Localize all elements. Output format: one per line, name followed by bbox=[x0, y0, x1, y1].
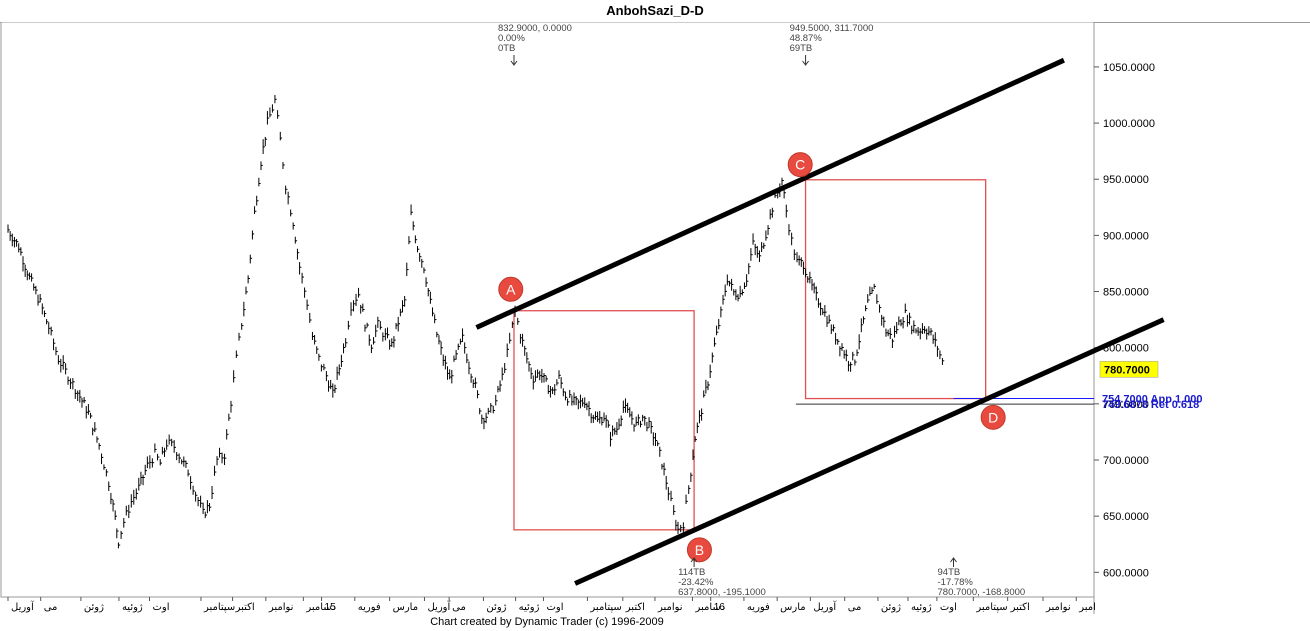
y-tick-label: 1050.0000 bbox=[1103, 62, 1155, 74]
annotation-text: 780.7000, -168.8000 bbox=[938, 587, 1026, 598]
x-tick-label: امبر bbox=[1078, 602, 1096, 613]
y-axis: 1050.0000 1000.0000 950.0000 900.0000 850.00… bbox=[1094, 62, 1155, 579]
plot-frame bbox=[0, 22, 1095, 598]
annotation-text: -23.42% bbox=[678, 577, 714, 588]
wave-point-marker bbox=[980, 404, 1006, 430]
wave-point-marker bbox=[498, 276, 524, 302]
annotation-text: 114TB bbox=[678, 567, 705, 578]
chart-canvas: 1050.0000 1000.0000 950.0000 900.0000 850.00… bbox=[0, 22, 1203, 614]
last-price-label: 780.7000 bbox=[1104, 364, 1150, 376]
y-tick-label: 600.0000 bbox=[1103, 567, 1149, 579]
x-tick-label: اکتبر bbox=[1010, 602, 1030, 613]
annotation-arrowhead bbox=[690, 557, 698, 563]
x-tick-label: سپتامبر bbox=[975, 602, 1007, 613]
wave-points: A B C D bbox=[498, 152, 1006, 563]
x-tick-label: دسامبر bbox=[305, 602, 336, 613]
trendline bbox=[574, 317, 1165, 586]
x-tick-label: نوامبر bbox=[268, 602, 294, 613]
annotation-text: 637.8000, -195.1000 bbox=[678, 587, 766, 598]
wave-point-label: D bbox=[988, 409, 998, 425]
trendline bbox=[475, 57, 1065, 330]
annotation-text: 48.87% bbox=[790, 33, 823, 44]
price-series bbox=[7, 94, 945, 549]
y-tick-label: 700.0000 bbox=[1103, 455, 1149, 467]
y-tick-label: 650.0000 bbox=[1103, 511, 1149, 523]
annotation-arrowhead bbox=[950, 557, 957, 563]
y-tick-label: 900.0000 bbox=[1103, 230, 1149, 242]
x-tick-label: آوریل bbox=[427, 600, 451, 613]
y-tick-label: 1000.0000 bbox=[1103, 118, 1155, 130]
annotation-text: 0TB bbox=[498, 43, 515, 54]
annotation-text: 94TB bbox=[938, 567, 961, 578]
wave-point-label: C bbox=[795, 157, 805, 173]
x-tick-label: اکتبر bbox=[625, 602, 645, 613]
x-tick-label: ژوئیه bbox=[122, 602, 143, 613]
x-tick-label: 16 bbox=[714, 602, 726, 613]
range-boxes bbox=[513, 179, 987, 531]
level-label: 754.7000 App 1.000 bbox=[1102, 394, 1203, 406]
x-tick-label: اوت bbox=[940, 602, 957, 613]
wave-point-marker bbox=[686, 537, 712, 563]
x-tick-label: نوامبر bbox=[1045, 602, 1071, 613]
x-tick-label: می bbox=[848, 602, 862, 613]
x-tick-label: فوریه bbox=[747, 602, 770, 613]
range-box bbox=[513, 310, 695, 531]
last-price-box bbox=[1099, 361, 1159, 378]
x-tick-label: مارس bbox=[393, 602, 418, 613]
x-tick-label: اوت bbox=[153, 602, 170, 613]
x-tick-label: مارس bbox=[780, 602, 805, 613]
annotation-text: 832.9000, 0.0000 bbox=[498, 23, 572, 34]
annotation-text: 69TB bbox=[790, 43, 813, 54]
y-tick-label: 950.0000 bbox=[1103, 174, 1149, 186]
wave-point-label: A bbox=[506, 281, 516, 297]
x-axis: آوریل می ژوئن ژوئیه اوت سپتامبر اکتبر نوامبر دسا… bbox=[7, 597, 1096, 613]
x-tick-label: ژوئیه bbox=[519, 602, 540, 613]
y-tick-label: 800.0000 bbox=[1103, 343, 1149, 355]
wave-point-marker bbox=[787, 152, 813, 178]
x-tick-label: سپتامبر bbox=[203, 602, 235, 613]
range-box bbox=[804, 179, 987, 400]
annotation-arrowhead bbox=[510, 60, 518, 66]
x-tick-label: اوت bbox=[546, 602, 563, 613]
x-tick-label: می bbox=[452, 602, 466, 613]
x-tick-label: می bbox=[44, 602, 58, 613]
y-tick-label: 750.0000 bbox=[1103, 399, 1149, 411]
x-tick-label: ژوئن bbox=[881, 602, 901, 613]
x-tick-label: فوریه bbox=[358, 602, 381, 613]
x-tick-label: اکتبر bbox=[235, 602, 255, 613]
trendlines bbox=[475, 57, 1165, 586]
y-tick-label: 850.0000 bbox=[1103, 287, 1149, 299]
annotation-text: 0.00% bbox=[498, 33, 525, 44]
chart-title: AnbohSazi_D-D bbox=[0, 0, 1310, 23]
x-tick-label: ژوئن bbox=[84, 602, 104, 613]
x-tick-label: آوریل bbox=[11, 600, 35, 613]
x-tick-label: دسامبر bbox=[694, 602, 725, 613]
annotation-text: -17.78% bbox=[938, 577, 974, 588]
x-tick-label: آوریل bbox=[813, 600, 837, 613]
x-tick-label: 15 bbox=[325, 602, 337, 613]
x-tick-label: نوامبر bbox=[657, 602, 683, 613]
level-label: 749.6878 Ret 0.618 bbox=[1102, 399, 1199, 411]
footer-credit: Chart created by Dynamic Trader (c) 1996… bbox=[430, 616, 664, 628]
x-tick-label: ژوئیه bbox=[911, 602, 932, 613]
last-price-marker: 780.7000 bbox=[1099, 361, 1159, 378]
x-tick-label: سپتامبر bbox=[589, 602, 621, 613]
annotation-text: 949.5000, 311.7000 bbox=[790, 23, 874, 34]
annotation-arrowhead bbox=[802, 60, 809, 66]
wave-point-label: B bbox=[695, 542, 704, 558]
x-tick-label: ژوئن bbox=[486, 602, 506, 613]
